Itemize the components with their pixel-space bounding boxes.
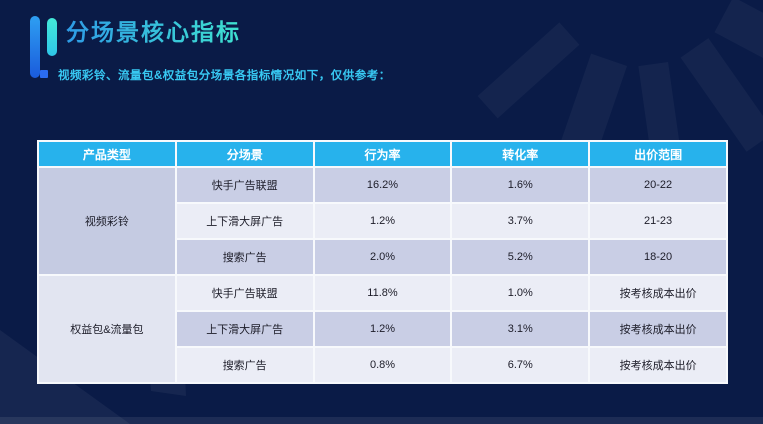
behavior-rate-cell: 1.2% (314, 312, 451, 346)
behavior-rate-cell: 16.2% (314, 168, 451, 202)
column-header-1: 分场景 (176, 142, 313, 166)
scene-cell: 上下滑大屏广告 (176, 204, 313, 238)
scene-cell: 搜索广告 (176, 240, 313, 274)
behavior-rate-cell: 1.2% (314, 204, 451, 238)
column-header-3: 转化率 (452, 142, 589, 166)
conversion-rate-cell: 1.0% (452, 276, 589, 310)
conversion-rate-cell: 3.1% (452, 312, 589, 346)
table-row: 搜索广告 0.8% 6.7% 按考核成本出价 (39, 348, 726, 382)
column-header-2: 行为率 (314, 142, 451, 166)
scene-cell: 快手广告联盟 (176, 168, 313, 202)
bid-range-cell: 按考核成本出价 (590, 312, 726, 346)
conversion-rate-cell: 1.6% (452, 168, 589, 202)
bullet-square-icon (40, 70, 48, 78)
bid-range-cell: 按考核成本出价 (590, 348, 726, 382)
metrics-table: 产品类型 分场景 行为率 转化率 出价范围 视频彩铃 快手广告联盟 16.2% 1.6% 20-… (37, 140, 728, 384)
behavior-rate-cell: 2.0% (314, 240, 451, 274)
conversion-rate-cell: 5.2% (452, 240, 589, 274)
scene-cell: 快手广告联盟 (176, 276, 313, 310)
scene-cell: 上下滑大屏广告 (176, 312, 313, 346)
conversion-rate-cell: 6.7% (452, 348, 589, 382)
bottom-strip-decoration (0, 417, 763, 424)
column-header-0: 产品类型 (39, 142, 175, 166)
page-title: 分场景核心指标 (66, 13, 241, 47)
bid-range-cell: 按考核成本出价 (590, 276, 726, 310)
bid-range-cell: 21-23 (590, 204, 726, 238)
logo-bar-blue-icon (30, 16, 40, 78)
table-row: 权益包&流量包 快手广告联盟 11.8% 1.0% 按考核成本出价 (39, 276, 726, 382)
metrics-table-body: 视频彩铃 快手广告联盟 16.2% 1.6% 20-22 上下滑大屏广告 1.2% 3.7% 2… (39, 168, 726, 382)
logo-bar-teal-icon (47, 18, 57, 56)
behavior-rate-cell: 11.8% (314, 276, 451, 310)
conversion-rate-cell: 3.7% (452, 204, 589, 238)
behavior-rate-cell: 0.8% (314, 348, 451, 382)
column-header-4: 出价范围 (590, 142, 726, 166)
scene-cell: 搜索广告 (176, 348, 313, 382)
subtitle-text: 视频彩铃、流量包&权益包分场景各指标情况如下，仅供参考： (58, 70, 391, 82)
table-row: 视频彩铃 快手广告联盟 16.2% 1.6% 20-22 (39, 168, 726, 274)
table-row: 上下滑大屏广告 1.2% 3.7% 21-23 (39, 204, 726, 238)
product-type-cell: 权益包&流量包 (39, 276, 175, 382)
header-row: 产品类型 分场景 行为率 转化率 出价范围 (39, 142, 726, 166)
table-row: 搜索广告 2.0% 5.2% 18-20 (39, 240, 726, 274)
bid-range-cell: 20-22 (590, 168, 726, 202)
bid-range-cell: 18-20 (590, 240, 726, 274)
metrics-table-head: 产品类型 分场景 行为率 转化率 出价范围 (39, 142, 726, 166)
product-type-cell: 视频彩铃 (39, 168, 175, 274)
table-row: 上下滑大屏广告 1.2% 3.1% 按考核成本出价 (39, 312, 726, 346)
